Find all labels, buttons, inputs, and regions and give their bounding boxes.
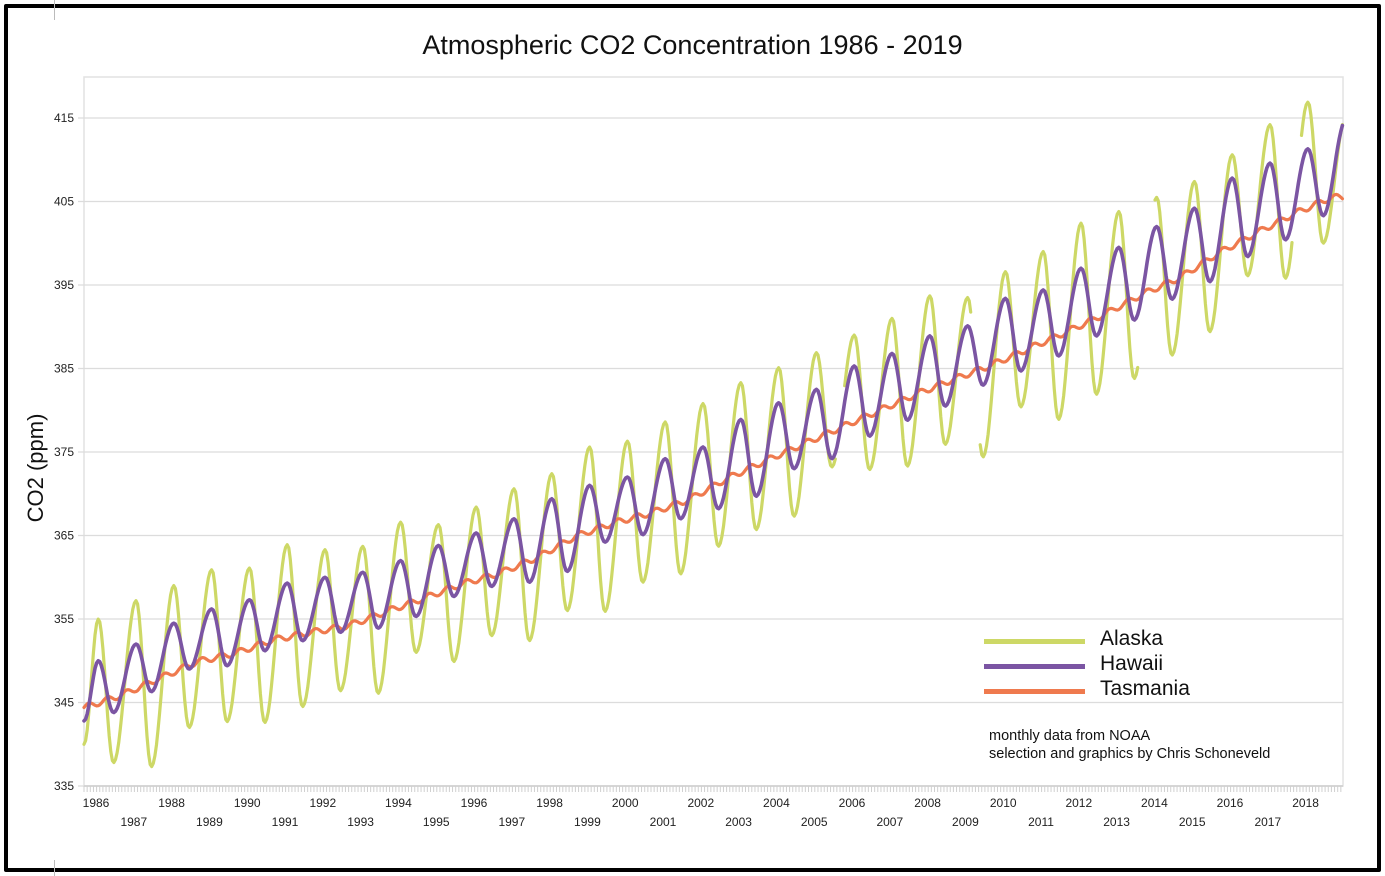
y-tick-label: 375: [54, 445, 74, 459]
x-tick-label: 2008: [914, 796, 941, 810]
y-tick-label: 335: [54, 779, 74, 793]
x-tick-label: 1987: [120, 815, 147, 829]
x-tick-label: 1999: [574, 815, 601, 829]
crop-mark: [54, 0, 55, 20]
series-line-alaska: [1299, 100, 1344, 245]
x-tick-label: 2015: [1179, 815, 1206, 829]
series-line-alaska: [978, 210, 1140, 459]
axes: 335 345 355 365 375 385 395 405 415 1986 1987 1988 1…: [54, 111, 1343, 829]
figure-frame: [4, 4, 1381, 872]
annotation-author: selection and graphics by Chris Schoneve…: [989, 746, 1271, 762]
series-line-hawaii: [82, 123, 1345, 723]
x-tick-label: 2009: [952, 815, 979, 829]
crop-mark: [54, 860, 55, 876]
x-tick-label: 2018: [1292, 796, 1319, 810]
series-line-alaska: [843, 294, 973, 471]
y-tick-label: 355: [54, 612, 74, 626]
x-tick-label: 1986: [83, 796, 110, 810]
y-tick-label: 385: [54, 362, 74, 376]
legend-label-hawaii: Hawaii: [1100, 652, 1164, 675]
series-lines: [82, 100, 1345, 769]
x-tick-label: 1992: [309, 796, 336, 810]
y-tick-label: 405: [54, 195, 74, 209]
annotation-source: monthly data from NOAA: [989, 728, 1151, 744]
legend-swatch-tasmania: [984, 689, 1085, 694]
x-tick-label: 2001: [650, 815, 677, 829]
x-tick-label: 1998: [536, 796, 563, 810]
y-tick-label: 365: [54, 529, 74, 543]
x-tick-label: 2000: [612, 796, 639, 810]
x-tick-label: 1988: [158, 796, 185, 810]
x-tick-label: 2002: [687, 796, 714, 810]
x-tick-label: 1997: [498, 815, 525, 829]
source-annotation: monthly data from NOAA selection and gra…: [989, 727, 1270, 763]
legend-swatch-hawaii: [984, 664, 1085, 669]
x-tick-label: 2014: [1141, 796, 1168, 810]
x-tick-label: 2004: [763, 796, 790, 810]
y-tick-label: 415: [54, 111, 74, 125]
x-tick-label: 2010: [990, 796, 1017, 810]
chart-title: Atmospheric CO2 Concentration 1986 - 201…: [422, 30, 963, 60]
x-tick-label: 2003: [725, 815, 752, 829]
legend-label-tasmania: Tasmania: [1100, 677, 1190, 700]
x-tick-label: 2005: [801, 815, 828, 829]
legend-swatch-alaska: [984, 639, 1085, 644]
legend-label-alaska: Alaska: [1100, 627, 1164, 650]
x-tick-label: 2013: [1103, 815, 1130, 829]
x-tick-label: 1994: [385, 796, 412, 810]
x-tick-label: 1990: [234, 796, 261, 810]
x-tick-label: 1989: [196, 815, 223, 829]
x-tick-label: 1996: [461, 796, 488, 810]
x-tick-label: 2016: [1217, 796, 1244, 810]
series-line-alaska: [1153, 123, 1294, 357]
x-tick-label: 1991: [272, 815, 299, 829]
y-tick-label: 345: [54, 696, 74, 710]
series-line-alaska: [82, 351, 837, 769]
y-tick-label: 395: [54, 278, 74, 292]
x-tick-label: 2017: [1254, 815, 1281, 829]
x-tick-label: 2011: [1028, 815, 1054, 829]
x-tick-label: 1995: [423, 815, 450, 829]
x-tick-label: 2006: [839, 796, 866, 810]
x-tick-label: 2012: [1065, 796, 1092, 810]
x-tick-label: 2007: [876, 815, 903, 829]
x-tick-label: 1993: [347, 815, 374, 829]
